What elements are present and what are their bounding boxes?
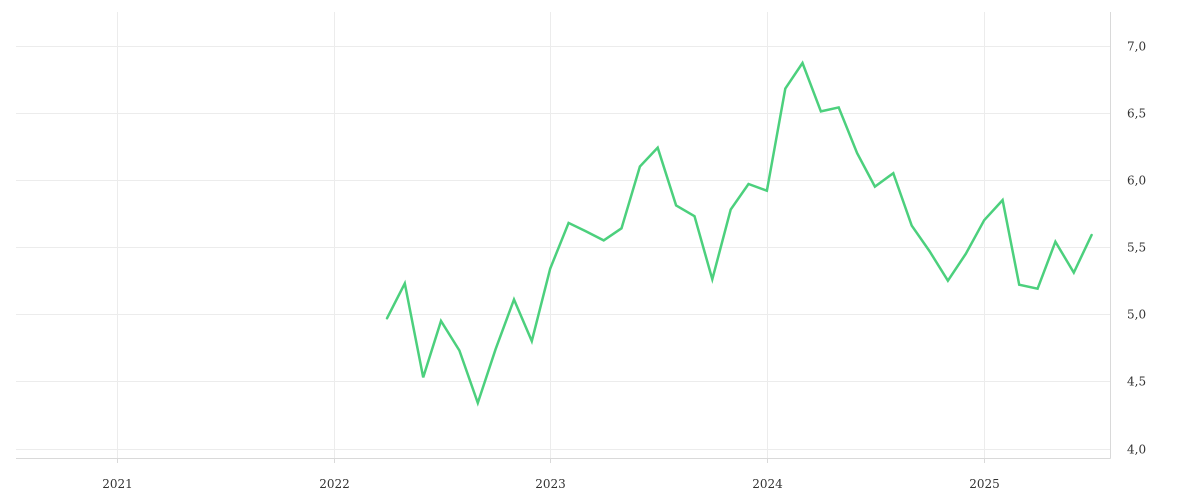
series-line: [385, 60, 1093, 407]
x-tick-label: 2022: [319, 477, 350, 491]
y-tick-label: 6,0: [1127, 174, 1146, 188]
x-tick-label: 2021: [102, 477, 133, 491]
x-tick-label: 2025: [969, 477, 1000, 491]
y-tick-label: 5,0: [1127, 308, 1146, 322]
x-axis-tick-labels: 2021 2022 2023 2024 2025: [102, 477, 1000, 491]
y-tick-label: 4,0: [1127, 443, 1146, 457]
y-tick-label: 6,5: [1127, 107, 1146, 121]
x-tick-label: 2023: [535, 477, 566, 491]
chart-series: [385, 60, 1093, 407]
y-tick-label: 7,0: [1127, 40, 1146, 54]
chart-axes: [16, 12, 1111, 463]
y-tick-label: 5,5: [1127, 241, 1146, 255]
y-axis-tick-labels: 4,0 4,5 5,0 5,5 6,0 6,5 7,0: [1127, 40, 1146, 457]
y-tick-label: 4,5: [1127, 375, 1146, 389]
chart-grid: [16, 12, 1110, 458]
x-tick-label: 2024: [752, 477, 783, 491]
